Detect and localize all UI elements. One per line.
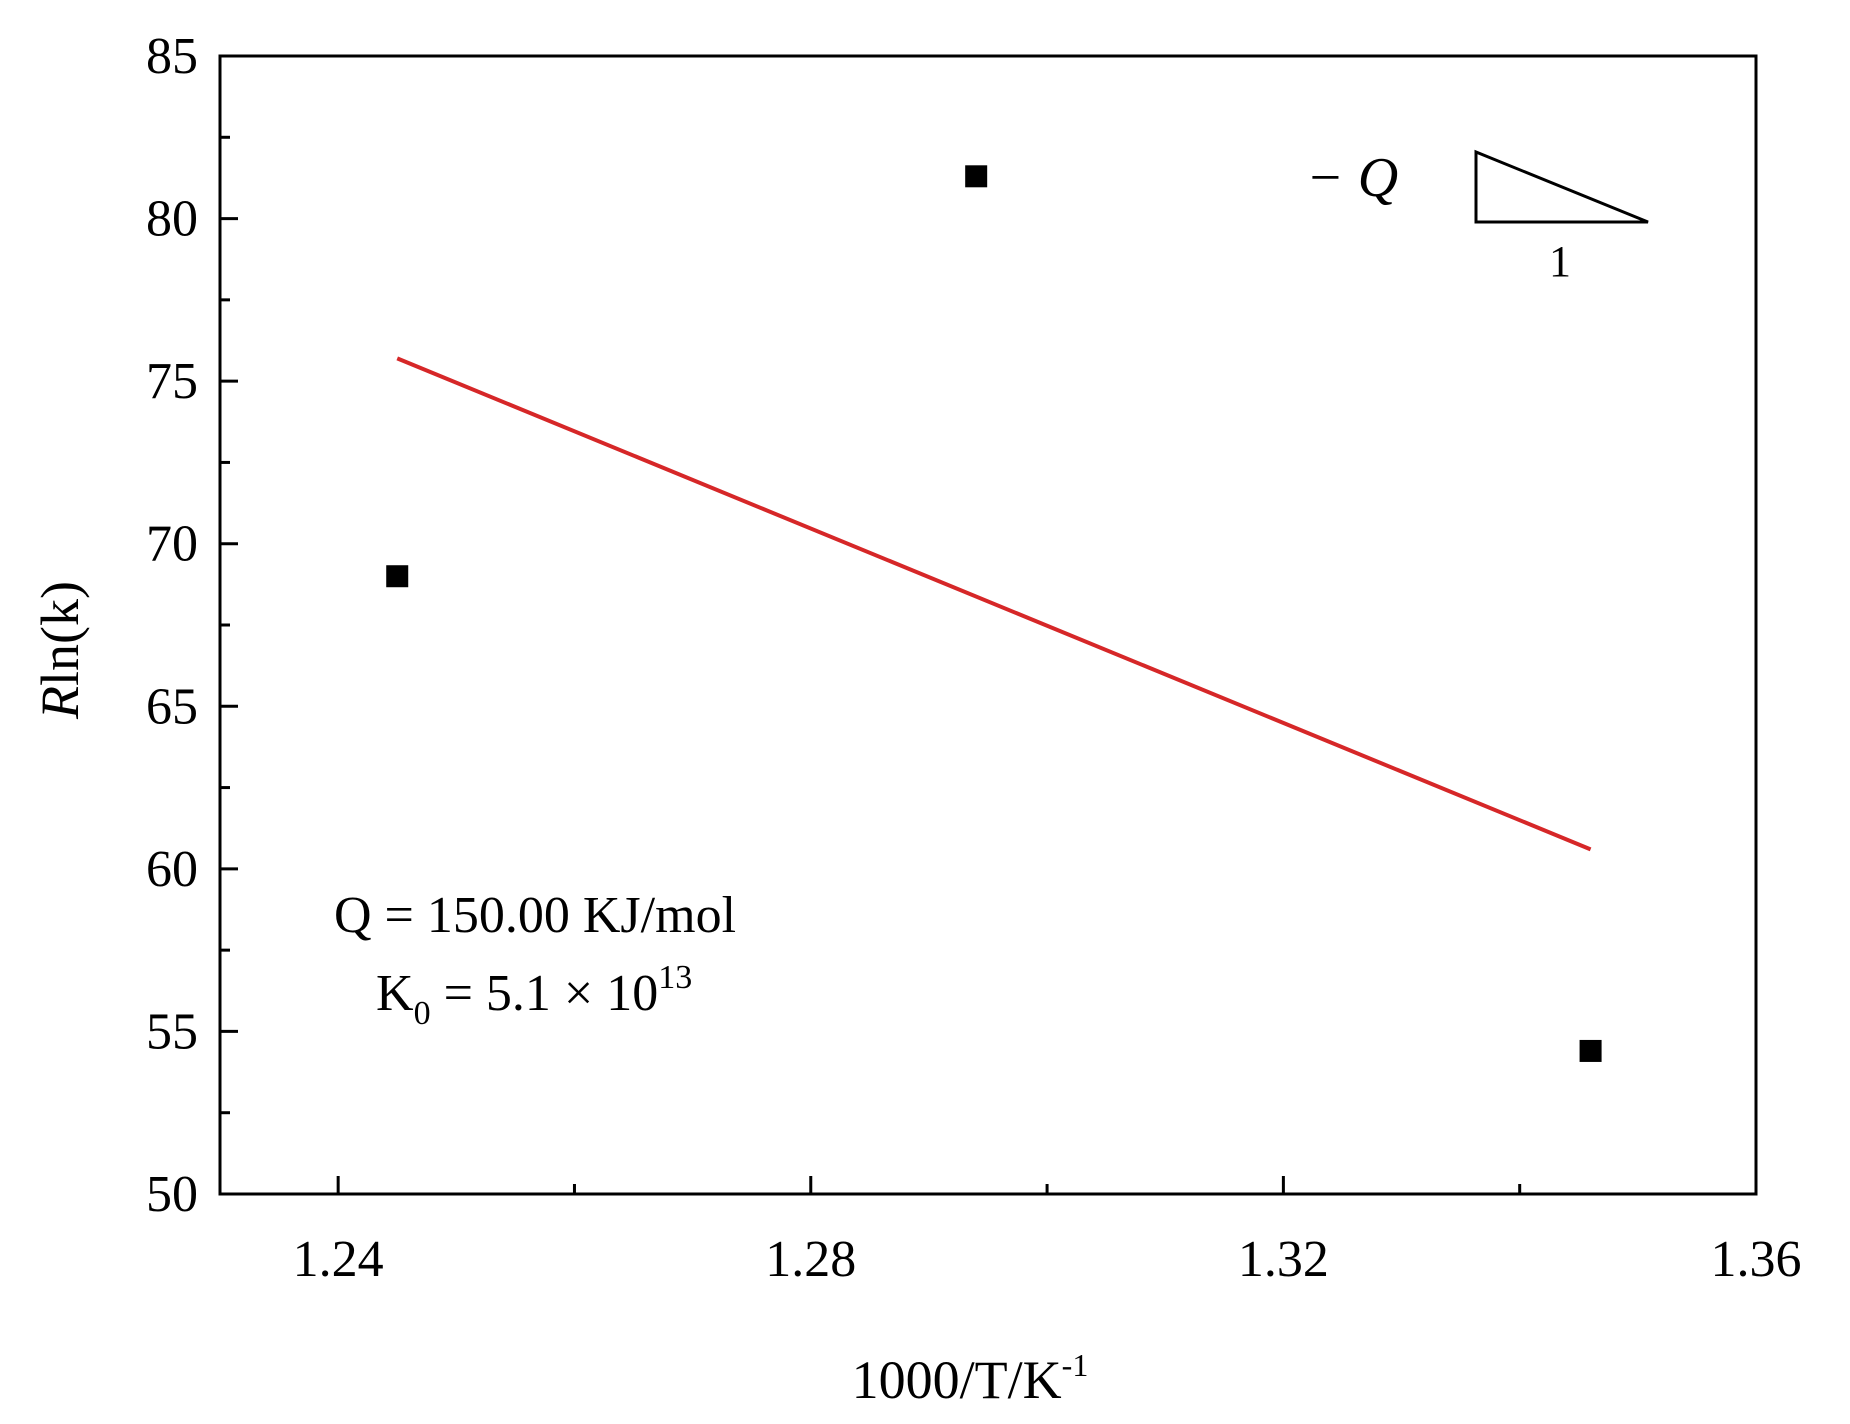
x-tick-label: 1.24 bbox=[293, 1231, 384, 1288]
data-point bbox=[965, 165, 988, 188]
slope-triangle bbox=[1474, 149, 1649, 224]
y-tick-label: 75 bbox=[146, 353, 198, 410]
data-point bbox=[1579, 1039, 1602, 1062]
y-axis-tick-labels: 50 55 60 65 70 75 80 85 bbox=[146, 28, 198, 1223]
x-tick-label: 1.28 bbox=[765, 1231, 856, 1288]
y-axis-label-italic: R bbox=[30, 686, 90, 720]
x-axis-label-superscript: -1 bbox=[1062, 1347, 1089, 1383]
x-axis-label-text: 1000/T/K bbox=[852, 1350, 1062, 1410]
x-axis-tick-labels: 1.24 1.28 1.32 1.36 bbox=[293, 1231, 1802, 1288]
data-points bbox=[386, 165, 1602, 1062]
data-point bbox=[386, 565, 409, 588]
y-tick-label: 55 bbox=[146, 1003, 198, 1060]
plot-frame bbox=[218, 54, 1758, 1196]
x-tick-label: 1.32 bbox=[1238, 1231, 1329, 1288]
y-axis-ticks bbox=[220, 54, 238, 1196]
k0-value: = 5.1 × 10 bbox=[431, 965, 659, 1022]
y-axis-label-rest: ln(k) bbox=[30, 581, 90, 686]
k0-subscript: 0 bbox=[414, 995, 431, 1032]
y-tick-label: 50 bbox=[146, 1166, 198, 1223]
slope-run-label: 1 bbox=[1549, 237, 1571, 286]
x-axis-label: 1000/T/K-1 bbox=[852, 1347, 1089, 1410]
q-annotation: Q = 150.00 KJ/mol bbox=[334, 887, 736, 944]
x-tick-label: 1.36 bbox=[1711, 1231, 1802, 1288]
fit-line bbox=[396, 356, 1592, 852]
slope-label: − Q bbox=[1306, 147, 1398, 209]
y-tick-label: 65 bbox=[146, 678, 198, 735]
y-tick-label: 80 bbox=[146, 191, 198, 248]
k0-annotation: K0 = 5.1 × 1013 bbox=[376, 959, 692, 1032]
y-tick-label: 60 bbox=[146, 841, 198, 898]
x-axis-ticks bbox=[336, 1176, 1758, 1194]
y-tick-label: 70 bbox=[146, 516, 198, 573]
k0-prefix: K bbox=[376, 965, 414, 1022]
y-axis-label: Rln(k) bbox=[30, 581, 90, 720]
k0-exponent: 13 bbox=[658, 959, 692, 996]
y-tick-label: 85 bbox=[146, 28, 198, 85]
